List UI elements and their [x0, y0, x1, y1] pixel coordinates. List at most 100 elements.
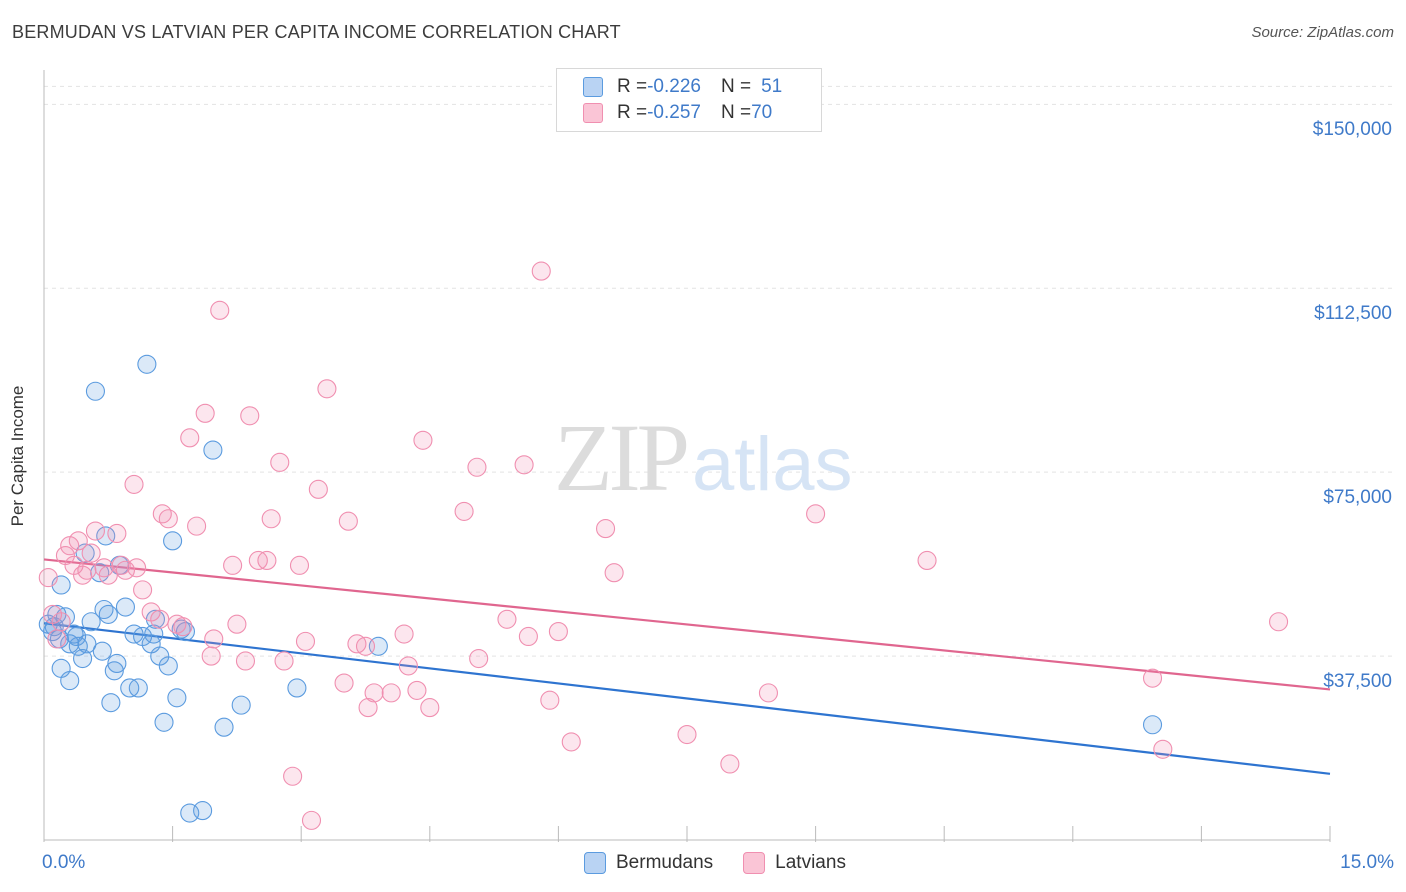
point-latvians — [540, 690, 560, 710]
point-latvians — [469, 648, 489, 669]
legend-item-latvians: Latvians — [743, 852, 846, 874]
point-latvians — [497, 609, 517, 629]
point-bermudans — [104, 661, 124, 681]
point-bermudans — [163, 531, 183, 551]
legend-label-bermudans: Bermudans — [616, 852, 714, 873]
point-bermudans — [75, 543, 95, 563]
point-latvians — [85, 521, 105, 541]
point-latvians — [308, 479, 328, 499]
point-latvians — [158, 509, 178, 529]
point-latvians — [270, 452, 290, 472]
legend-n-value: 70 — [751, 102, 773, 123]
point-latvians — [133, 580, 153, 600]
y-axis-label: Per Capita Income — [8, 385, 27, 527]
watermark-atlas: atlas — [692, 422, 853, 507]
series-legend: Bermudans Latvians — [584, 852, 876, 874]
point-latvians — [561, 732, 581, 752]
y-tick-label: $150,000 — [1312, 119, 1392, 141]
point-bermudans — [92, 641, 112, 661]
point-bermudans — [101, 693, 121, 713]
x-tick-label-min: 0.0% — [42, 852, 86, 873]
point-latvians — [317, 379, 337, 399]
point-bermudans — [137, 354, 157, 374]
point-latvians — [204, 629, 224, 649]
legend-item-bermudans: Bermudans — [584, 852, 713, 874]
y-tick-label: $112,500 — [1314, 303, 1392, 325]
point-latvians — [677, 725, 697, 745]
point-latvians — [124, 474, 144, 494]
gridlines — [44, 85, 1396, 657]
legend-row-latvians: R = -0.257 N = 70 — [583, 101, 772, 125]
point-latvians — [518, 626, 538, 647]
point-latvians — [107, 523, 127, 544]
scatter-points — [38, 261, 1289, 830]
point-bermudans — [231, 695, 251, 715]
point-latvians — [355, 636, 376, 656]
stats-legend: R = -0.226 N = 51 R = -0.257 N = 70 — [556, 68, 822, 132]
point-latvians — [398, 656, 418, 676]
legend-row-bermudans: R = -0.226 N = 51 — [583, 75, 782, 99]
point-latvians — [758, 683, 778, 703]
point-latvians — [38, 568, 58, 588]
legend-swatch-bermudans — [583, 77, 603, 97]
legend-r-label: R = — [617, 76, 648, 97]
point-latvians — [257, 550, 277, 570]
legend-n-label: N = — [720, 102, 752, 123]
point-bermudans — [67, 626, 87, 647]
point-latvians — [381, 683, 401, 703]
point-latvians — [201, 646, 221, 666]
point-latvians — [514, 455, 534, 475]
point-latvians — [77, 560, 97, 580]
point-latvians — [180, 428, 200, 448]
point-latvians — [127, 558, 147, 578]
point-latvians — [150, 609, 170, 629]
point-latvians — [283, 766, 303, 786]
point-latvians — [289, 555, 310, 575]
point-latvians — [917, 550, 937, 570]
point-latvians — [596, 519, 616, 539]
legend-swatch-bermudans — [584, 852, 606, 874]
point-latvians — [223, 555, 243, 575]
point-bermudans — [158, 656, 178, 676]
point-bermudans — [107, 653, 127, 673]
point-latvians — [51, 612, 71, 632]
point-latvians — [227, 614, 247, 634]
point-latvians — [394, 624, 414, 644]
point-latvians — [358, 698, 378, 718]
legend-r-value: -0.226 — [647, 76, 701, 97]
point-latvians — [187, 516, 207, 536]
point-latvians — [467, 457, 487, 477]
point-latvians — [338, 511, 358, 531]
trend-line-bermudans — [43, 622, 1331, 775]
point-bermudans — [144, 624, 164, 644]
point-latvians — [334, 673, 354, 693]
point-latvians — [235, 651, 256, 671]
point-latvians — [295, 631, 316, 651]
point-latvians — [195, 403, 215, 423]
point-bermudans — [128, 678, 148, 698]
point-latvians — [806, 504, 826, 524]
point-latvians — [240, 406, 260, 426]
point-latvians — [210, 300, 230, 320]
point-latvians — [301, 810, 322, 830]
legend-swatch-latvians — [583, 103, 603, 123]
point-latvians — [531, 261, 551, 281]
axes — [43, 70, 1331, 842]
point-latvians — [261, 509, 281, 529]
watermark-zip: ZIP — [554, 404, 690, 511]
point-latvians — [1153, 739, 1173, 759]
point-latvians — [548, 622, 568, 642]
legend-r-label: R = — [617, 102, 648, 123]
point-bermudans — [81, 612, 101, 632]
point-latvians — [420, 698, 440, 718]
point-bermudans — [203, 440, 223, 460]
legend-n-label: N = — [720, 76, 752, 97]
watermark: ZIPatlas — [554, 402, 853, 513]
legend-n-value: 51 — [761, 76, 783, 97]
point-bermudans — [96, 526, 116, 546]
point-bermudans — [77, 634, 97, 654]
point-bermudans — [193, 801, 213, 821]
point-bermudans — [214, 717, 234, 737]
point-latvians — [364, 683, 384, 703]
point-bermudans — [60, 671, 80, 691]
